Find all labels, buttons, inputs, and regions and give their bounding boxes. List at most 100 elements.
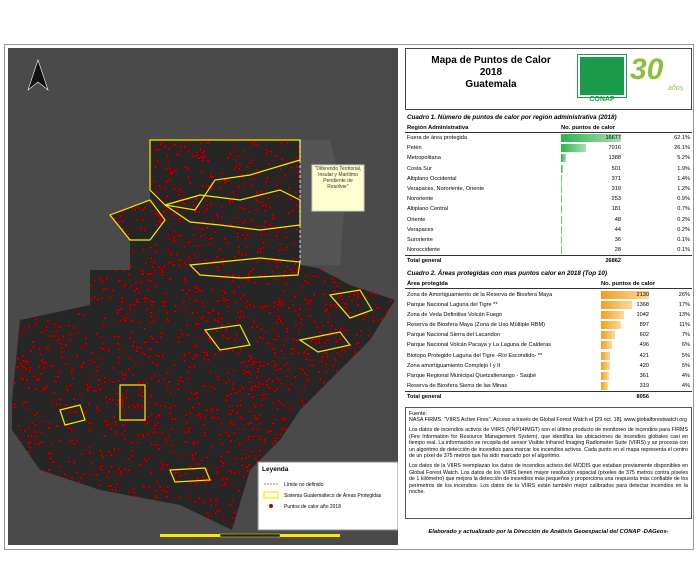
hotspot: [252, 434, 256, 439]
hotspot: [227, 450, 231, 454]
hotspot: [208, 311, 212, 315]
hotspot: [195, 391, 199, 395]
hotspot: [165, 495, 169, 499]
hotspot: [98, 483, 102, 487]
hotspot: [203, 210, 208, 214]
hotspot: [150, 442, 154, 446]
hotspot: [98, 336, 102, 340]
blank: [651, 391, 692, 403]
hotspot: [193, 500, 197, 504]
table: Región Administrativa No. puntos de calor…: [405, 123, 692, 267]
hotspot: [24, 367, 28, 371]
hotspot: [22, 365, 26, 369]
hotspot: [75, 439, 79, 443]
hotspot: [279, 319, 283, 323]
hotspot: [24, 400, 28, 404]
hotspot: [223, 291, 227, 295]
hotspot: [290, 406, 294, 410]
hotspot: [286, 264, 290, 268]
hotspot: [171, 450, 176, 454]
hotspot: [123, 429, 127, 433]
hotspot: [210, 415, 214, 419]
hotspot: [264, 392, 268, 396]
hotspot: [103, 419, 107, 423]
hotspot: [237, 489, 241, 493]
hotspot: [251, 395, 255, 399]
hotspot: [95, 473, 99, 477]
hotspot: [131, 454, 135, 458]
hotspot: [214, 511, 218, 515]
hotspot: [52, 334, 56, 338]
hotspot: [246, 435, 250, 439]
bar: [601, 310, 625, 319]
hotspot: [275, 184, 279, 188]
row: Fuera de área protegida 16677 62.1%: [405, 133, 692, 144]
hotspot: [246, 279, 250, 283]
hotspot: [269, 429, 273, 433]
hotspot: [252, 320, 256, 324]
hotspot: [200, 243, 205, 247]
hotspot: [194, 154, 198, 158]
hotspot: [248, 161, 252, 165]
legend-item: Puntos de calor año 2018: [284, 504, 341, 510]
hotspot: [260, 189, 264, 194]
hotspot: [142, 485, 146, 489]
hotspot: [201, 151, 205, 155]
count: 1042: [636, 311, 649, 318]
hotspot: [193, 253, 197, 258]
hotspot: [93, 360, 97, 364]
bar-cell: 1388: [561, 154, 621, 163]
hotspot: [165, 311, 169, 315]
hotspot: [331, 277, 335, 281]
hotspot: [265, 342, 269, 346]
legend-symbol: [263, 491, 279, 499]
hotspot: [297, 171, 301, 175]
hotspot: [194, 452, 198, 456]
hotspot: [202, 350, 206, 354]
hotspot: [296, 313, 300, 317]
hotspot: [57, 337, 62, 341]
hotspot: [313, 320, 317, 324]
hotspot: [136, 433, 140, 437]
hotspot: [155, 496, 160, 500]
hotspot: [184, 413, 188, 417]
hotspot: [305, 378, 310, 382]
hotspot: [254, 208, 258, 212]
hotspot: [226, 394, 230, 398]
hotspot: [102, 324, 106, 328]
hotspot: [159, 430, 163, 434]
table-title: Cuadro 1. Número de puntos de calor por …: [407, 114, 617, 121]
bar: [561, 154, 566, 163]
hotspot: [262, 304, 266, 308]
hotspot: [123, 436, 127, 441]
hotspot: [103, 316, 107, 320]
hotspot: [113, 335, 117, 339]
column-header: No. puntos de calor: [599, 279, 692, 290]
hotspot: [272, 338, 276, 342]
hotspot: [224, 430, 228, 434]
hotspot: [164, 167, 168, 171]
hotspot: [188, 411, 192, 415]
count-cell: 501: [559, 164, 623, 174]
frame: [4, 44, 694, 550]
hotspot: [147, 346, 151, 350]
hotspot: [209, 384, 213, 388]
hotspot: [247, 210, 252, 214]
hotspot: [184, 440, 188, 444]
percent: 26.1%: [674, 145, 690, 152]
hotspot: [205, 456, 209, 460]
hotspot: [172, 236, 176, 240]
hotspot: [193, 344, 197, 348]
hotspot: [105, 475, 109, 479]
hotspot: [334, 327, 338, 331]
percent: 1.9%: [677, 165, 690, 172]
hotspot: [139, 226, 143, 230]
hotspot: [333, 358, 337, 362]
hotspot: [140, 350, 145, 355]
hotspot: [151, 360, 155, 364]
hotspot: [356, 303, 360, 307]
hotspot: [217, 268, 221, 272]
hotspot: [236, 235, 240, 239]
hotspot: [322, 292, 326, 296]
row: Suroriente 36 0.1%: [405, 235, 692, 245]
